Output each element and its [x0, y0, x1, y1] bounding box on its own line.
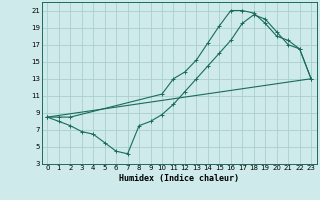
X-axis label: Humidex (Indice chaleur): Humidex (Indice chaleur): [119, 174, 239, 183]
